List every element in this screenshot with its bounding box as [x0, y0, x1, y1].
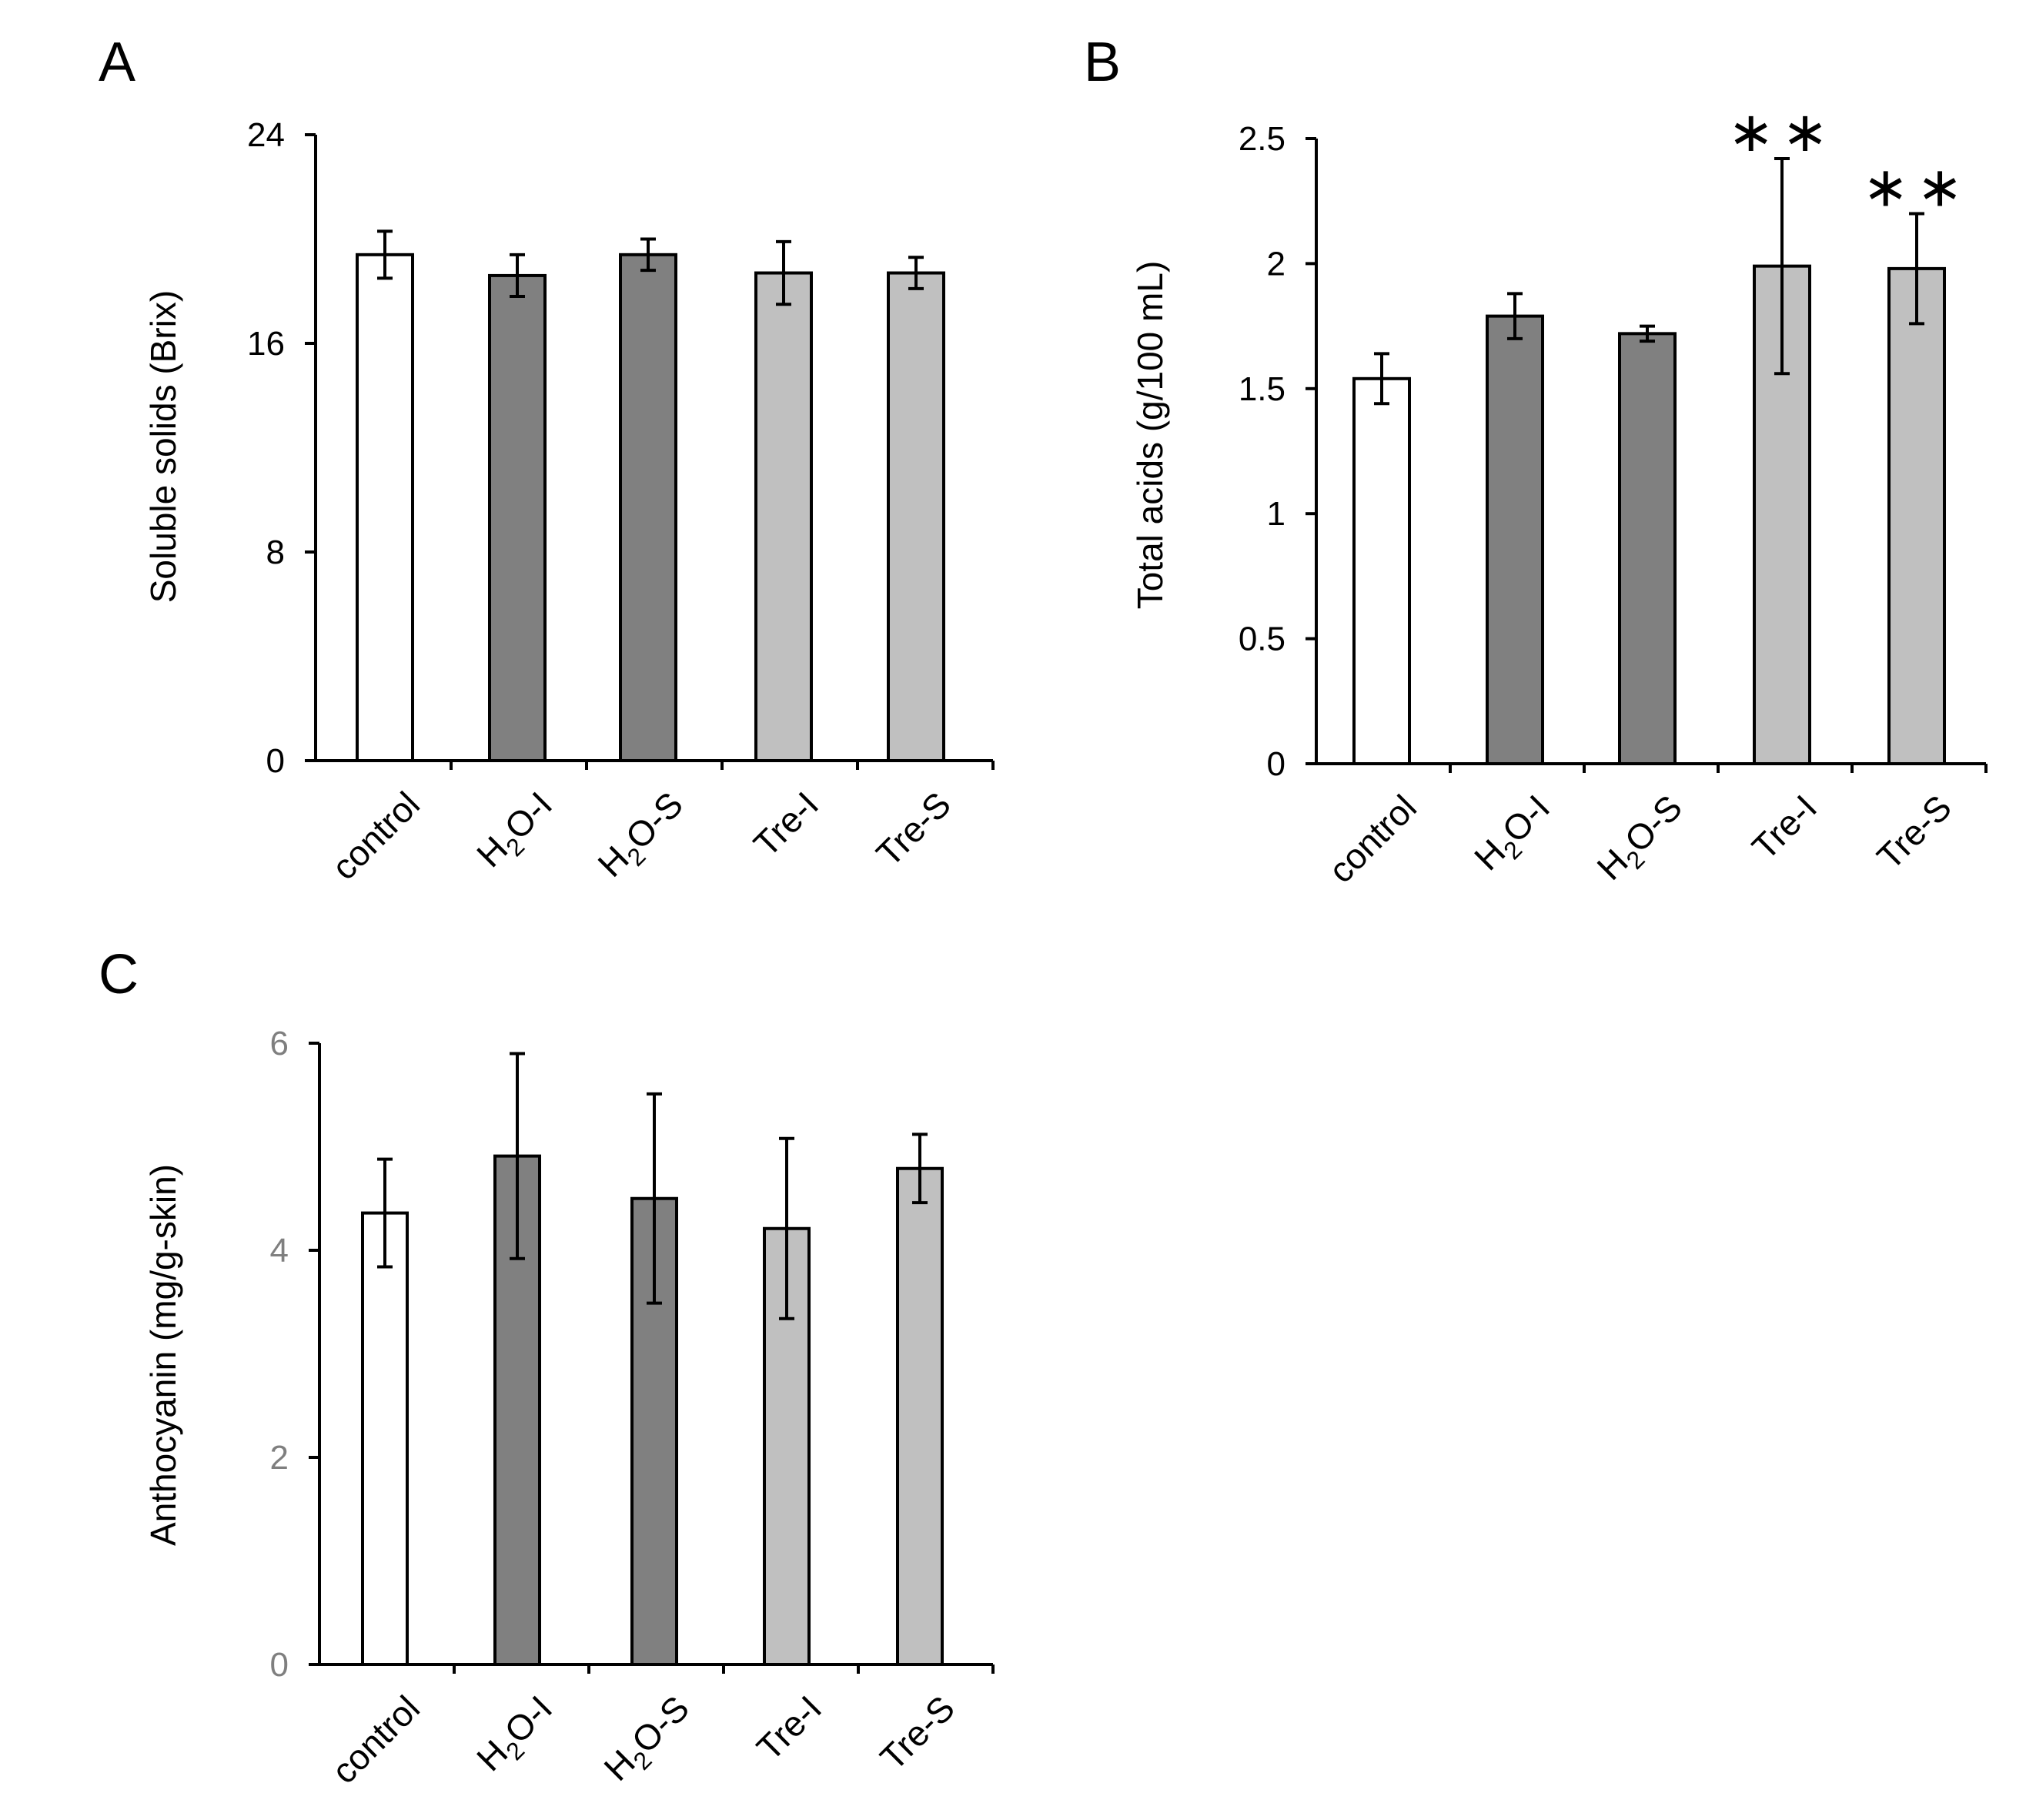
- y-tick-label-B-5: 2.5: [1239, 120, 1285, 158]
- y-axis-label-A: Soluble solids (Brix): [143, 290, 183, 603]
- x-tick-label-C-2: H2O-S: [596, 1688, 701, 1793]
- x-tick-label-C-0: control: [324, 1688, 427, 1791]
- y-tick-label-A-1: 8: [266, 534, 285, 571]
- bar-A-2: [619, 253, 677, 762]
- bar-B-1: [1486, 314, 1544, 766]
- panel-label-B: B: [1084, 32, 1121, 93]
- x-tick-label-C-4: Tre-S: [872, 1688, 962, 1778]
- x-tick-label-A-1: H2O-I: [469, 784, 564, 879]
- bar-C-4: [896, 1166, 944, 1666]
- y-tick-label-B-3: 1.5: [1239, 370, 1285, 408]
- x-tick-label-B-4: Tre-S: [1869, 787, 1959, 877]
- bar-C-0: [361, 1211, 409, 1666]
- panel-label-C: C: [99, 944, 139, 1005]
- x-tick-label-C-3: Tre-I: [749, 1688, 829, 1768]
- x-tick-label-A-2: H2O-S: [590, 784, 695, 889]
- bar-A-1: [488, 273, 547, 762]
- x-tick-label-B-2: H2O-S: [1589, 787, 1694, 892]
- significance-stars-B-4: ∗∗: [1863, 156, 1971, 218]
- significance-stars-B-3: ∗∗: [1728, 102, 1837, 163]
- bar-B-4: [1887, 266, 1946, 765]
- bar-A-0: [356, 253, 414, 762]
- x-tick-label-A-0: control: [324, 784, 427, 887]
- y-tick-label-A-3: 24: [247, 116, 285, 154]
- x-tick-label-A-3: Tre-I: [746, 784, 826, 864]
- y-tick-label-B-1: 0.5: [1239, 621, 1285, 658]
- x-tick-label-B-3: Tre-I: [1744, 787, 1824, 867]
- y-axis-label-C: Anthocyanin (mg/g-skin): [143, 1164, 183, 1546]
- y-tick-label-B-2: 1: [1267, 495, 1285, 533]
- bar-B-2: [1618, 332, 1677, 765]
- bar-A-3: [754, 271, 813, 763]
- y-tick-label-C-1: 2: [270, 1439, 289, 1477]
- y-tick-label-B-4: 2: [1267, 245, 1285, 283]
- x-tick-label-B-0: control: [1321, 787, 1424, 890]
- bar-B-0: [1352, 376, 1411, 765]
- x-tick-label-B-1: H2O-I: [1466, 787, 1562, 882]
- y-tick-label-C-2: 4: [270, 1232, 289, 1270]
- x-tick-label-A-4: Tre-S: [868, 784, 958, 874]
- panel-label-A: A: [99, 32, 135, 93]
- y-tick-label-A-0: 0: [266, 742, 285, 780]
- y-tick-label-C-3: 6: [270, 1025, 289, 1062]
- y-tick-label-C-0: 0: [270, 1646, 289, 1684]
- bar-A-4: [887, 271, 945, 763]
- x-tick-label-C-1: H2O-I: [469, 1688, 564, 1783]
- y-tick-label-B-0: 0: [1267, 745, 1285, 783]
- y-axis-label-B: Total acids (g/100 mL): [1130, 261, 1170, 610]
- y-tick-label-A-2: 16: [247, 325, 285, 363]
